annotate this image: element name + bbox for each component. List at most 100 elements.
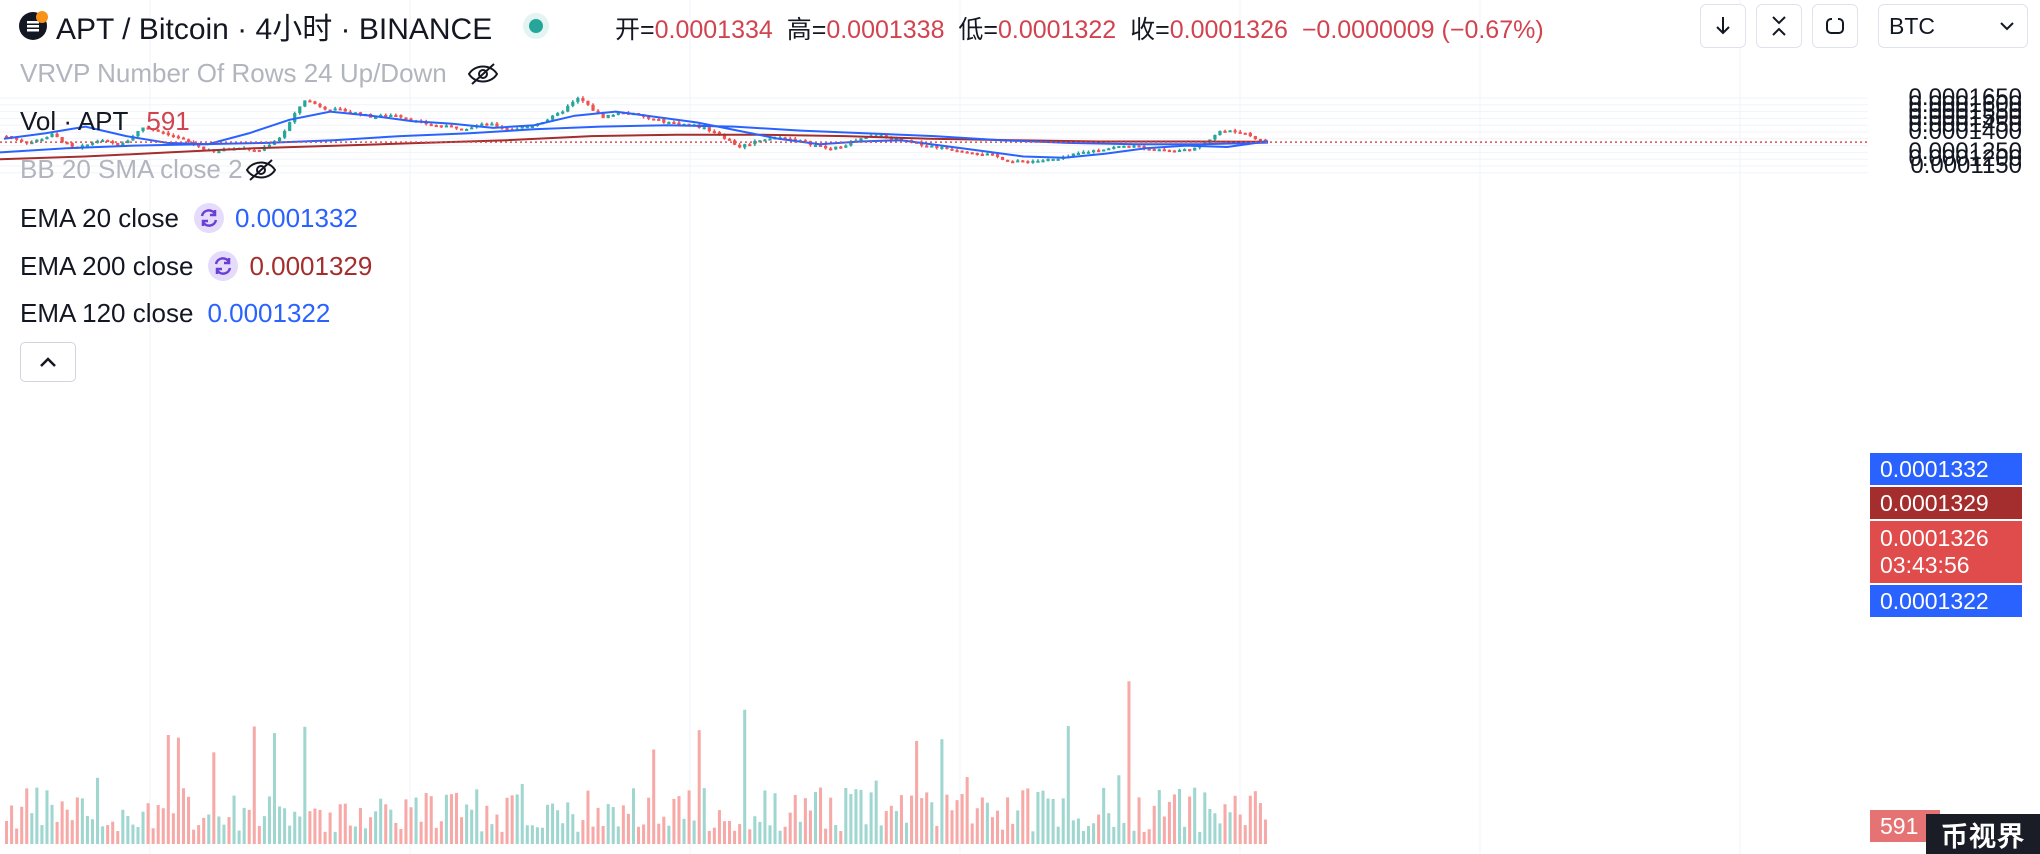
candle-body: [550, 115, 555, 120]
price-axis-label: 0.0001650: [1908, 84, 2022, 111]
sync-icon[interactable]: [193, 202, 225, 234]
collapse-button[interactable]: [1756, 4, 1802, 48]
ema200-legend[interactable]: EMA 200 close 0.0001329: [20, 250, 372, 282]
volume-bar: [1203, 792, 1207, 844]
candle-body: [338, 108, 342, 111]
volume-bar: [672, 798, 676, 844]
candle-body: [100, 140, 105, 143]
symbol-header[interactable]: APT / Bitcoin · 4小时 · BINANCE: [18, 6, 550, 46]
volume-bar: [90, 819, 94, 844]
volume-bar: [763, 790, 767, 844]
candle-body: [318, 103, 322, 107]
volume-bar: [267, 796, 271, 844]
volume-bar: [500, 831, 504, 844]
volume-bar: [252, 726, 256, 844]
candle-body: [520, 126, 524, 129]
volume-bar: [202, 817, 206, 844]
candle-body: [1051, 158, 1055, 161]
volume-bar: [181, 788, 186, 844]
candle-body: [1218, 130, 1222, 136]
apt-logo-icon: [19, 11, 48, 40]
volume-bar: [596, 807, 600, 844]
candle-body: [793, 138, 797, 142]
candle-body: [161, 131, 165, 134]
arrow-down-button[interactable]: [1700, 4, 1746, 48]
candle-body: [35, 139, 39, 143]
candle-body: [293, 113, 297, 123]
volume-bar: [242, 807, 246, 844]
volume-bar: [1117, 775, 1121, 844]
volume-bar: [1016, 810, 1020, 844]
volume-bar: [1112, 826, 1116, 844]
candle-body: [1132, 145, 1136, 148]
volume-bar: [308, 811, 312, 844]
candle-body: [1117, 146, 1121, 149]
open-label: 开=: [615, 16, 655, 44]
candle-body: [288, 122, 292, 131]
volume-bar: [358, 808, 362, 844]
candle-body: [1213, 135, 1217, 140]
candle-body: [15, 137, 19, 140]
volume-bar: [384, 804, 388, 844]
candle-body: [561, 111, 565, 114]
volume-legend[interactable]: Vol · APT 591: [20, 106, 190, 137]
volume-bar: [217, 816, 221, 844]
volume-bar: [824, 828, 828, 844]
candle-body: [652, 118, 656, 121]
ema120-legend[interactable]: EMA 120 close 0.0001322: [20, 298, 330, 329]
sync-icon[interactable]: [207, 250, 239, 282]
candle-body: [116, 143, 120, 146]
ema120-price-tag: 0.0001322: [1870, 585, 2022, 617]
candle-body: [783, 137, 787, 140]
bb-legend[interactable]: BB 20 SMA close 2: [20, 154, 277, 185]
legend-collapse-button[interactable]: [20, 342, 76, 382]
volume-bar: [899, 795, 903, 844]
volume-bar: [798, 821, 802, 844]
candle-body: [1046, 158, 1050, 161]
candle-body: [111, 141, 115, 144]
volume-bar: [1213, 813, 1217, 844]
price-axis-label: 0.0001150: [1910, 152, 2022, 179]
candle-body: [1122, 145, 1126, 148]
vrvp-legend[interactable]: VRVP Number Of Rows 24 Up/Down: [20, 58, 499, 89]
volume-bar: [1157, 790, 1161, 844]
candle-body: [60, 137, 64, 143]
price-axis-label: 0.0001600: [1908, 90, 2022, 118]
volume-bar: [126, 815, 130, 844]
volume-bar: [1193, 787, 1197, 844]
candle-body: [717, 132, 722, 135]
currency-select[interactable]: BTC: [1878, 4, 2028, 48]
reset-button[interactable]: [1812, 4, 1858, 48]
eye-hidden-icon[interactable]: [245, 157, 277, 183]
candle-body: [980, 154, 984, 157]
candle-body: [823, 145, 828, 149]
candle-body: [960, 150, 964, 153]
ema20-price-tag: 0.0001332: [1870, 453, 2022, 485]
volume-bar: [348, 825, 352, 844]
volume-bar: [70, 820, 74, 844]
candle-body: [1162, 149, 1166, 152]
candle-body: [459, 128, 464, 131]
volume-bar: [631, 788, 635, 844]
candle-body: [657, 118, 661, 121]
candle-body: [672, 122, 676, 125]
volume-bar: [712, 827, 716, 844]
candle-body: [1127, 145, 1131, 148]
candle-body: [1112, 146, 1116, 149]
volume-bar: [960, 794, 964, 844]
volume-bar: [288, 825, 292, 844]
last-price-tag: 0.0001326 03:43:56: [1870, 521, 2022, 583]
candle-body: [601, 113, 605, 118]
candle-body: [449, 125, 454, 128]
candle-body: [727, 138, 732, 141]
ema20-legend[interactable]: EMA 20 close 0.0001332: [20, 202, 358, 234]
candle-body: [1193, 147, 1197, 151]
eye-hidden-icon[interactable]: [467, 61, 499, 87]
last-price-value: 0.0001326: [1880, 525, 1989, 551]
candle-body: [662, 119, 666, 123]
candle-body: [1228, 130, 1232, 133]
low-value: 0.0001322: [998, 16, 1117, 44]
candle-body: [1243, 132, 1247, 135]
candle-body: [404, 117, 408, 120]
